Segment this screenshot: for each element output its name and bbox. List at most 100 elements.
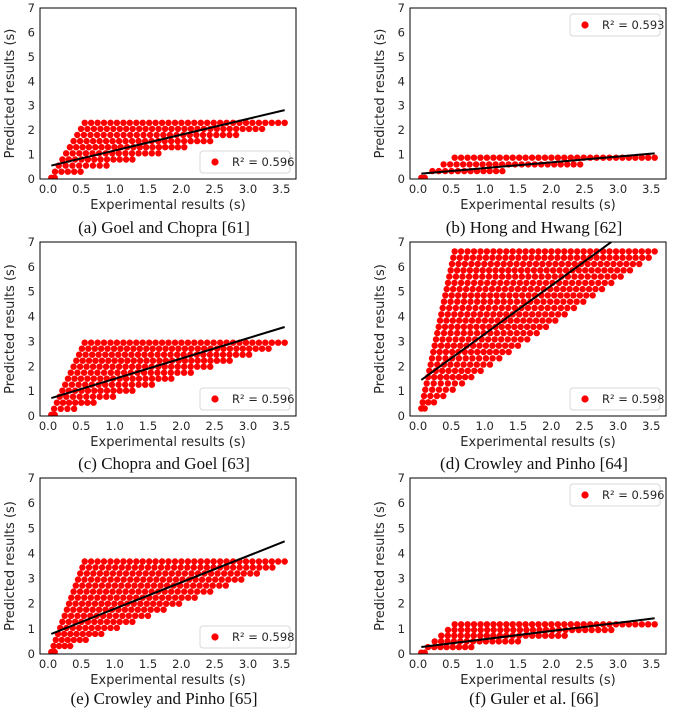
data-point — [461, 643, 469, 651]
data-point — [451, 367, 459, 374]
data-point — [129, 570, 136, 577]
legend-label: R² = 0.598 — [232, 630, 294, 644]
data-point — [231, 576, 238, 583]
data-point — [421, 649, 428, 654]
data-point — [591, 273, 598, 280]
data-point — [431, 373, 438, 381]
fit-line — [420, 242, 612, 381]
data-point — [129, 375, 136, 382]
data-point — [134, 606, 141, 613]
data-point — [126, 119, 133, 127]
data-point — [561, 311, 568, 318]
x-tick-label: 3.5 — [272, 657, 290, 671]
data-point — [204, 339, 211, 346]
data-point — [175, 570, 182, 577]
data-point — [445, 336, 453, 343]
data-point — [556, 267, 563, 274]
data-point — [131, 582, 138, 589]
data-point — [449, 373, 456, 381]
data-point — [247, 570, 254, 577]
data-point — [548, 248, 555, 255]
data-point — [442, 355, 449, 362]
data-point — [502, 638, 509, 645]
data-point — [100, 339, 108, 346]
data-point — [168, 375, 175, 382]
legend-box — [569, 483, 661, 507]
data-point — [103, 393, 110, 400]
data-point — [100, 558, 108, 565]
data-point — [197, 339, 204, 346]
data-point — [437, 342, 445, 349]
data-point — [133, 558, 140, 565]
data-point — [421, 174, 428, 179]
data-point — [128, 363, 136, 370]
panel-caption: (d) Crowley and Pinho [64] — [440, 454, 628, 473]
data-point — [95, 606, 103, 613]
data-point — [449, 643, 456, 651]
data-point — [249, 119, 256, 127]
data-point — [529, 626, 537, 634]
data-point — [59, 387, 66, 394]
data-point — [506, 292, 513, 299]
data-point — [495, 638, 502, 645]
data-point — [227, 570, 234, 577]
data-point — [167, 351, 174, 358]
legend-box — [199, 387, 291, 411]
data-point — [262, 558, 269, 565]
data-point — [94, 594, 101, 601]
data-point — [110, 618, 117, 625]
data-point — [562, 279, 569, 287]
legend-box — [199, 150, 291, 174]
data-point — [157, 582, 164, 589]
data-point — [468, 317, 476, 324]
data-point — [102, 351, 109, 358]
y-tick-label: 5 — [28, 285, 35, 299]
data-point — [89, 162, 97, 169]
data-point — [174, 369, 181, 376]
data-point — [80, 369, 88, 376]
data-point — [536, 323, 543, 331]
data-point — [457, 621, 465, 628]
data-point — [168, 125, 175, 133]
data-point — [465, 304, 473, 312]
data-point — [156, 600, 163, 607]
legend-label: R² = 0.596 — [232, 392, 294, 406]
data-point — [493, 298, 501, 305]
data-point — [188, 570, 195, 577]
data-point — [421, 405, 428, 412]
data-point — [110, 345, 118, 352]
data-point — [455, 373, 463, 381]
data-point — [135, 381, 142, 388]
scatter-points — [48, 558, 288, 654]
data-point — [488, 317, 495, 324]
data-point — [160, 351, 168, 358]
x-tick-label: 2.0 — [172, 419, 190, 433]
y-tick-label: 4 — [398, 310, 405, 324]
data-point — [568, 279, 576, 287]
data-point — [501, 285, 509, 293]
data-point — [594, 267, 602, 274]
data-point — [496, 248, 503, 255]
data-point — [545, 273, 552, 280]
data-point — [75, 381, 82, 388]
data-point — [438, 632, 445, 639]
data-point — [592, 285, 599, 293]
data-point — [503, 248, 510, 255]
data-point — [479, 323, 487, 331]
y-tick-label: 2 — [28, 359, 35, 373]
data-point — [478, 304, 486, 312]
plot-frame — [39, 7, 297, 180]
x-tick-label: 0.5 — [72, 657, 90, 671]
data-point — [135, 363, 142, 370]
data-point — [238, 576, 245, 583]
data-point — [116, 570, 123, 577]
data-point — [89, 363, 97, 370]
data-point — [162, 144, 169, 151]
data-point — [194, 357, 201, 364]
data-point — [107, 119, 114, 127]
data-point — [217, 558, 224, 565]
legend-marker — [581, 395, 589, 403]
data-point — [100, 594, 108, 601]
data-point — [490, 626, 497, 634]
y-tick-label: 7 — [28, 235, 35, 249]
